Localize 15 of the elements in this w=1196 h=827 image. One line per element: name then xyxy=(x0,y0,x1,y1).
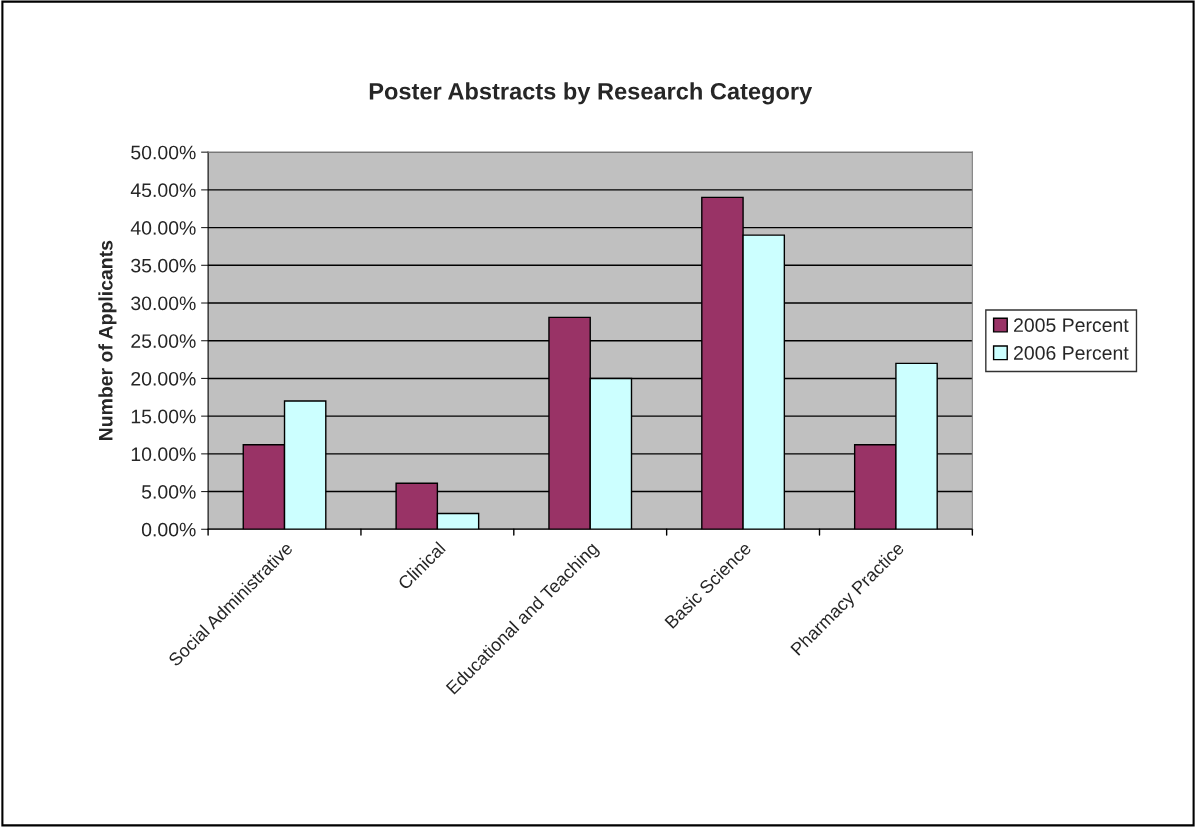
chart-title: Poster Abstracts by Research Category xyxy=(369,82,813,105)
legend-label: 2006 Percent xyxy=(1014,346,1129,360)
y-axis-title: Number of Applicants xyxy=(98,240,117,441)
y-tick-label: 5.00% xyxy=(141,485,196,499)
y-tick-label: 15.00% xyxy=(131,409,196,424)
y-tick-label: 30.00% xyxy=(131,296,196,311)
y-tick-label: 10.00% xyxy=(131,447,196,462)
legend-label: 2005 Percent xyxy=(1014,318,1129,333)
y-tick-label: 0.00% xyxy=(141,522,196,537)
y-tick-label: 35.00% xyxy=(131,258,196,273)
y-tick-label: 45.00% xyxy=(130,183,196,198)
y-tick-label: 40.00% xyxy=(130,221,196,235)
y-tick-label: 20.00% xyxy=(131,371,196,386)
y-tick-label: 50.00% xyxy=(131,145,196,160)
y-tick-label: 25.00% xyxy=(131,334,196,348)
